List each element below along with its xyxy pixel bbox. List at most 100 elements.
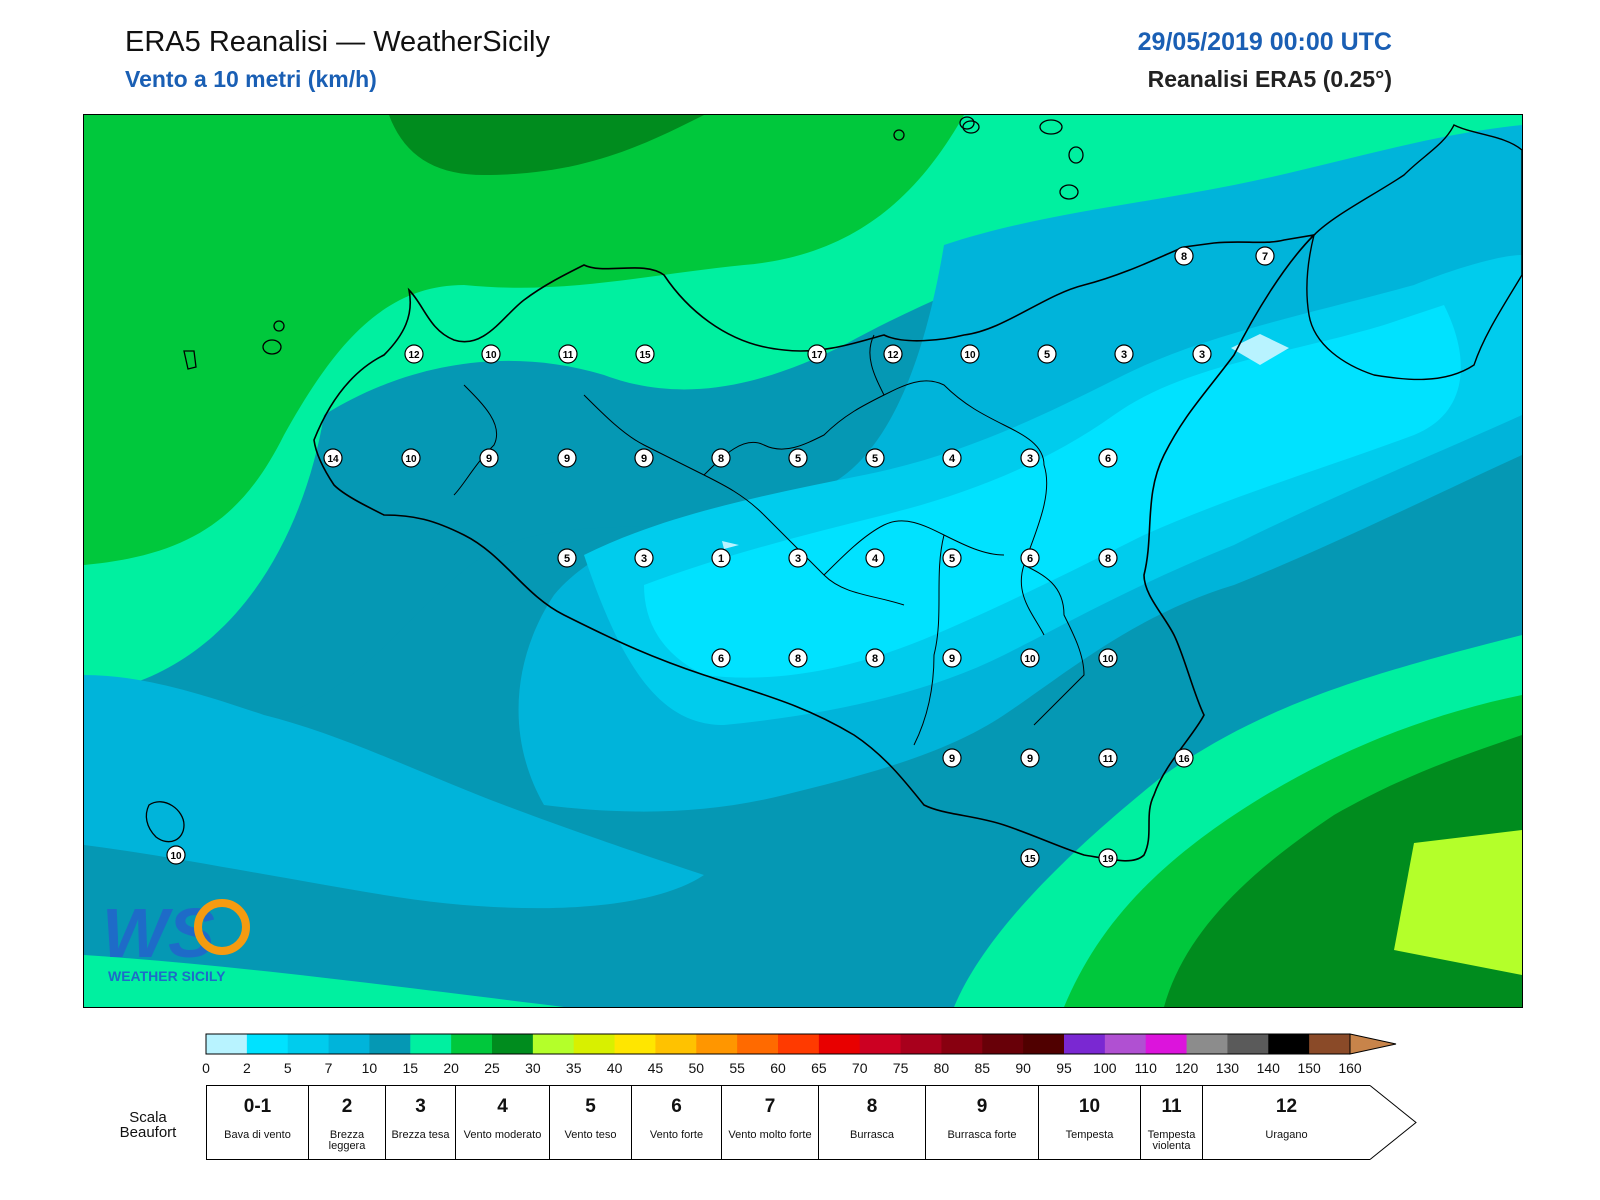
color-swatch [410, 1034, 452, 1054]
station-circle [942, 448, 962, 468]
band-2-5 [644, 305, 1461, 678]
weather-sicily-logo: WS WEATHER SICILY [102, 894, 250, 984]
station-circle [557, 548, 577, 568]
station-value: 3 [1121, 349, 1127, 361]
egadi-islands [183, 320, 285, 370]
station-circle [865, 548, 885, 568]
beaufort-level: 6 Vento forte [631, 1085, 721, 1160]
station-marker: 1 [711, 548, 731, 568]
station-marker: 10 [1020, 648, 1040, 668]
map-datetime: 29/05/2019 00:00 UTC [1137, 28, 1392, 56]
station-circle [635, 344, 655, 364]
color-swatch [818, 1034, 861, 1054]
color-scale-tick-label: 40 [607, 1060, 623, 1076]
station-circle [1098, 748, 1118, 768]
band-25-30-north [389, 115, 704, 175]
station-circle [1098, 548, 1118, 568]
station-marker: 12 [404, 344, 424, 364]
station-marker: 10 [960, 344, 980, 364]
station-marker: 8 [1174, 246, 1194, 266]
color-swatch [1104, 1034, 1147, 1054]
beaufort-level: 9 Burrasca forte [925, 1085, 1038, 1160]
station-marker: 8 [711, 448, 731, 468]
station-value: 5 [1044, 349, 1050, 361]
color-scale-tick-label: 45 [648, 1060, 664, 1076]
calabria-coastline [1306, 124, 1522, 381]
station-marker: 16 [1174, 748, 1194, 768]
beaufort-level-number: 0-1 [243, 1096, 272, 1117]
color-scale-tick-label: 50 [688, 1060, 704, 1076]
beaufort-level-description: Tempesta [1065, 1129, 1114, 1141]
color-scale-tick-label: 90 [1015, 1060, 1031, 1076]
beaufort-level-description: Tempesta violenta [1147, 1129, 1196, 1152]
station-marker: 19 [1098, 848, 1118, 868]
beaufort-level: 4 Vento moderato [455, 1085, 549, 1160]
color-swatch [328, 1034, 370, 1054]
station-marker: 5 [557, 548, 577, 568]
station-circle [865, 448, 885, 468]
station-value: 12 [887, 350, 899, 361]
station-value: 8 [872, 653, 878, 665]
color-swatch [246, 1034, 289, 1054]
beaufort-level-number: 4 [497, 1096, 508, 1117]
station-value: 7 [1262, 251, 1268, 263]
beaufort-level-number: 12 [1275, 1096, 1298, 1117]
station-marker: 3 [1192, 344, 1212, 364]
beaufort-level: 5 Vento teso [549, 1085, 631, 1160]
station-marker: 6 [1098, 448, 1118, 468]
station-circle [479, 448, 499, 468]
station-value: 9 [641, 453, 647, 465]
station-marker: 8 [865, 648, 885, 668]
station-marker: 11 [1098, 748, 1118, 768]
station-marker: 9 [1020, 748, 1040, 768]
color-swatch [859, 1034, 902, 1054]
station-marker: 8 [1098, 548, 1118, 568]
beaufort-level-description: Bava di vento [224, 1129, 291, 1141]
station-marker: 3 [1020, 448, 1040, 468]
station-marker: 9 [479, 448, 499, 468]
station-circle [1174, 748, 1194, 768]
beaufort-level-number: 9 [976, 1096, 988, 1117]
station-value: 17 [811, 350, 823, 361]
color-swatch [1268, 1034, 1310, 1054]
beaufort-level: 8 Burrasca [818, 1085, 925, 1160]
color-swatch [655, 1034, 697, 1054]
beaufort-level: 7 Vento molto forte [721, 1085, 818, 1160]
color-swatch [532, 1034, 575, 1054]
station-circle [788, 648, 808, 668]
station-circle [1037, 344, 1057, 364]
color-scale-tick-label: 75 [893, 1060, 909, 1076]
station-value: 14 [327, 454, 339, 465]
station-circle [942, 748, 962, 768]
color-scale-tick-label: 65 [811, 1060, 827, 1076]
station-circle [557, 448, 577, 468]
pantelleria-island [145, 801, 185, 843]
color-scale-tick-label: 160 [1338, 1060, 1362, 1076]
station-value: 3 [1027, 453, 1033, 465]
sicily-coastline [313, 233, 1317, 862]
station-marker: 15 [635, 344, 655, 364]
station-circle [166, 845, 186, 865]
station-circle [1114, 344, 1134, 364]
station-circle [558, 344, 578, 364]
band-15-20-southwest [84, 955, 564, 1007]
station-circle [1020, 848, 1040, 868]
station-value: 15 [1024, 854, 1036, 865]
station-circle [1020, 548, 1040, 568]
station-marker: 9 [942, 748, 962, 768]
station-marker: 10 [166, 845, 186, 865]
beaufort-level: 2 Brezza leggera [308, 1085, 385, 1160]
station-circle [788, 448, 808, 468]
station-value: 3 [795, 553, 801, 565]
color-scale-tick-label: 2 [243, 1060, 251, 1076]
color-swatch [900, 1034, 942, 1054]
station-circle [711, 448, 731, 468]
beaufort-level-description: Vento moderato [463, 1129, 542, 1141]
station-value: 10 [964, 350, 976, 361]
station-value: 9 [1027, 753, 1033, 765]
station-circle [942, 648, 962, 668]
color-scale-swatches [205, 1033, 1397, 1055]
station-value: 1 [718, 553, 724, 565]
station-circle [1098, 648, 1118, 668]
station-marker: 8 [788, 648, 808, 668]
